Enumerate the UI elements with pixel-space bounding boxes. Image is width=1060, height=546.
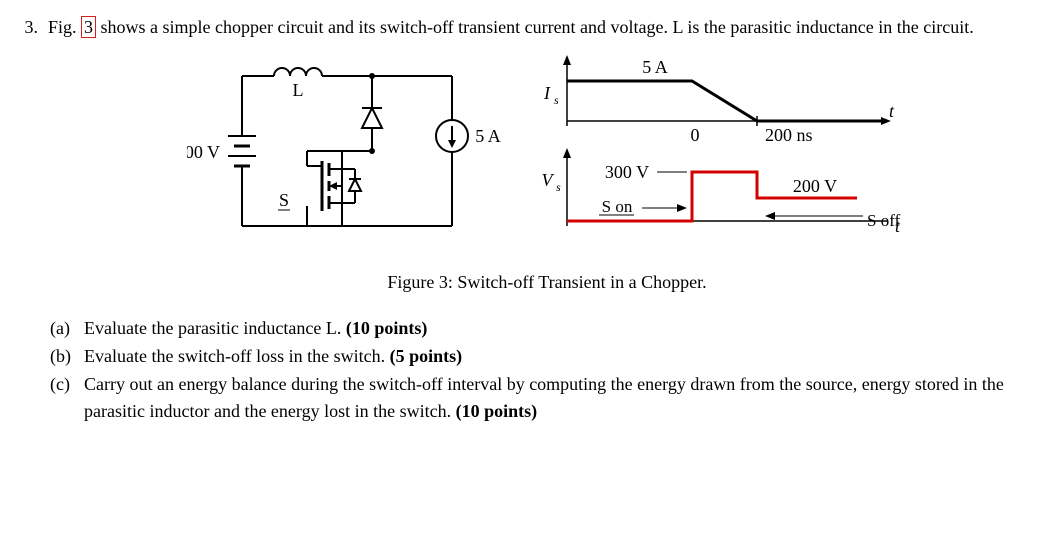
part-a-label: (a) xyxy=(48,315,76,341)
label-t1: t xyxy=(889,101,895,121)
part-c-body: Carry out an energy balance during the s… xyxy=(84,374,1004,420)
part-b-text: Evaluate the switch-off loss in the swit… xyxy=(84,343,1046,369)
problem-number: 3. xyxy=(14,14,44,426)
part-a-text: Evaluate the parasitic inductance L. (10… xyxy=(84,315,1046,341)
part-c-label: (c) xyxy=(48,371,76,423)
figure-area: L 5 A xyxy=(48,46,1046,295)
graph-voltage: V s 300 V 200 V S on S off xyxy=(542,148,902,236)
graph-current: I s 5 A 0 200 ns t xyxy=(543,55,895,145)
label-5A-top: 5 A xyxy=(642,57,668,77)
label-I-source: 5 A xyxy=(475,126,501,146)
label-L: L xyxy=(293,80,304,100)
switch-S xyxy=(307,151,372,226)
figure-ref-link[interactable]: 3 xyxy=(81,16,96,38)
part-b-label: (b) xyxy=(48,343,76,369)
part-b-points: (5 points) xyxy=(390,346,463,366)
problem-statement: Fig. 3 shows a simple chopper circuit an… xyxy=(48,14,1046,426)
label-Son: S on xyxy=(602,197,633,216)
label-200V: 200 V xyxy=(793,176,837,196)
part-a-body: Evaluate the parasitic inductance L. xyxy=(84,318,346,338)
label-200ns: 200 ns xyxy=(765,125,813,145)
figure-svg: L 5 A xyxy=(187,46,907,256)
label-Is: I xyxy=(543,83,551,103)
label-S: S xyxy=(279,190,289,210)
label-Vs-sub: s xyxy=(556,180,561,194)
label-Is-sub: s xyxy=(554,93,559,107)
part-c-row: (c) Carry out an energy balance during t… xyxy=(48,371,1046,423)
part-a-points: (10 points) xyxy=(346,318,428,338)
label-Vs: V xyxy=(542,170,555,190)
part-a-row: (a) Evaluate the parasitic inductance L.… xyxy=(48,315,1046,341)
figure-caption: Figure 3: Switch-off Transient in a Chop… xyxy=(48,269,1046,295)
page: { "problem": { "number": "3.", "intro_pr… xyxy=(0,0,1060,546)
part-c-points: (10 points) xyxy=(456,401,538,421)
problem-row: 3. Fig. 3 shows a simple chopper circuit… xyxy=(14,14,1046,426)
label-300V: 300 V xyxy=(605,162,649,182)
part-b-body: Evaluate the switch-off loss in the swit… xyxy=(84,346,390,366)
circuit: L 5 A xyxy=(187,68,501,226)
intro-prefix: Fig. xyxy=(48,17,81,37)
label-Vsource: 200 V xyxy=(187,142,220,162)
part-b-row: (b) Evaluate the switch-off loss in the … xyxy=(48,343,1046,369)
label-zero: 0 xyxy=(691,125,700,145)
intro-after: shows a simple chopper circuit and its s… xyxy=(96,17,974,37)
sub-parts: (a) Evaluate the parasitic inductance L.… xyxy=(48,315,1046,423)
graphs: I s 5 A 0 200 ns t xyxy=(542,55,902,236)
part-c-text: Carry out an energy balance during the s… xyxy=(84,371,1046,423)
